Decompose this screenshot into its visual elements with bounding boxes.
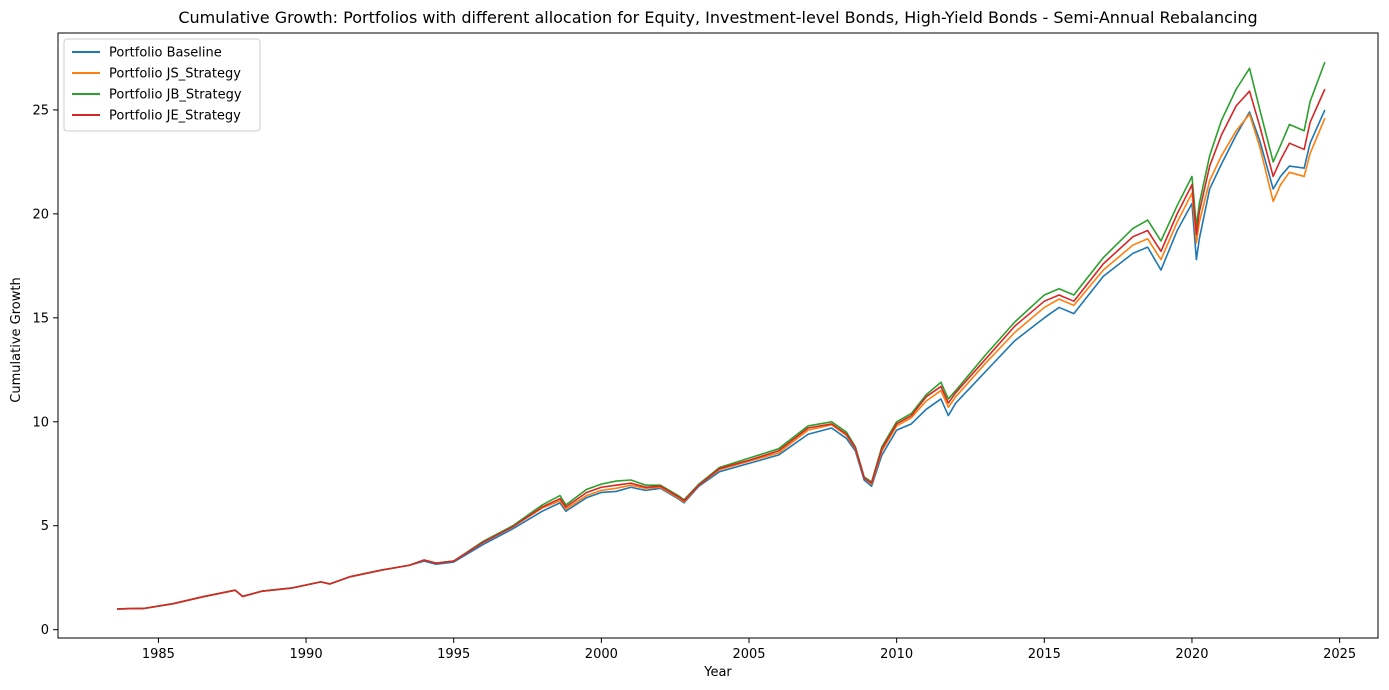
- y-tick-label: 10: [32, 415, 49, 430]
- legend-label: Portfolio JS_Strategy: [109, 67, 241, 82]
- y-tick-label: 5: [41, 519, 49, 534]
- y-tick-label: 0: [41, 623, 49, 638]
- axes: 1985 1990 1995 2000 2005 2010 2015 2020 20250510…: [32, 32, 1379, 662]
- legend-box: [63, 38, 261, 132]
- x-tick-label: 2000: [585, 647, 618, 662]
- y-tick-label: 20: [32, 207, 49, 222]
- legend-label: Portfolio Baseline: [109, 46, 222, 61]
- x-tick-label: 2010: [880, 647, 913, 662]
- x-tick-label: 1990: [290, 647, 323, 662]
- y-tick-label: 15: [32, 311, 49, 326]
- legend: Portfolio Baseline Portfolio JS_Strategy P…: [63, 38, 261, 132]
- x-tick-label: 2025: [1323, 647, 1356, 662]
- x-tick-label: 2005: [732, 647, 765, 662]
- series-line-3: [117, 88, 1326, 610]
- chart-title: Cumulative Growth: Portfolios with diffe…: [178, 8, 1257, 27]
- x-tick-label: 2020: [1175, 647, 1208, 662]
- series-line-0: [117, 109, 1326, 610]
- legend-label: Portfolio JB_Strategy: [109, 88, 242, 103]
- series-line-2: [117, 61, 1326, 610]
- series-lines: [117, 61, 1326, 610]
- x-tick-label: 2015: [1028, 647, 1061, 662]
- legend-label: Portfolio JE_Strategy: [109, 109, 241, 124]
- x-tick-label: 1995: [437, 647, 470, 662]
- plot-frame: [57, 32, 1379, 639]
- series-line-1: [117, 113, 1326, 610]
- x-axis-label: Year: [703, 665, 732, 680]
- y-tick-label: 25: [32, 103, 49, 118]
- x-tick-label: 1985: [142, 647, 175, 662]
- y-axis-label: Cumulative Growth: [9, 277, 24, 402]
